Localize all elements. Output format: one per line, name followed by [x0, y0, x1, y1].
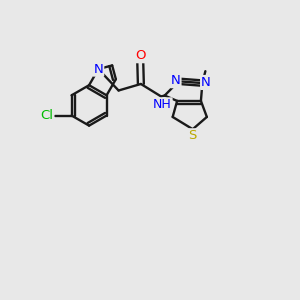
- Text: N: N: [201, 76, 211, 89]
- Text: Cl: Cl: [40, 109, 53, 122]
- Text: S: S: [188, 129, 197, 142]
- Text: O: O: [135, 49, 146, 62]
- Text: N: N: [171, 74, 181, 87]
- Text: N: N: [94, 63, 103, 76]
- Text: NH: NH: [153, 98, 172, 111]
